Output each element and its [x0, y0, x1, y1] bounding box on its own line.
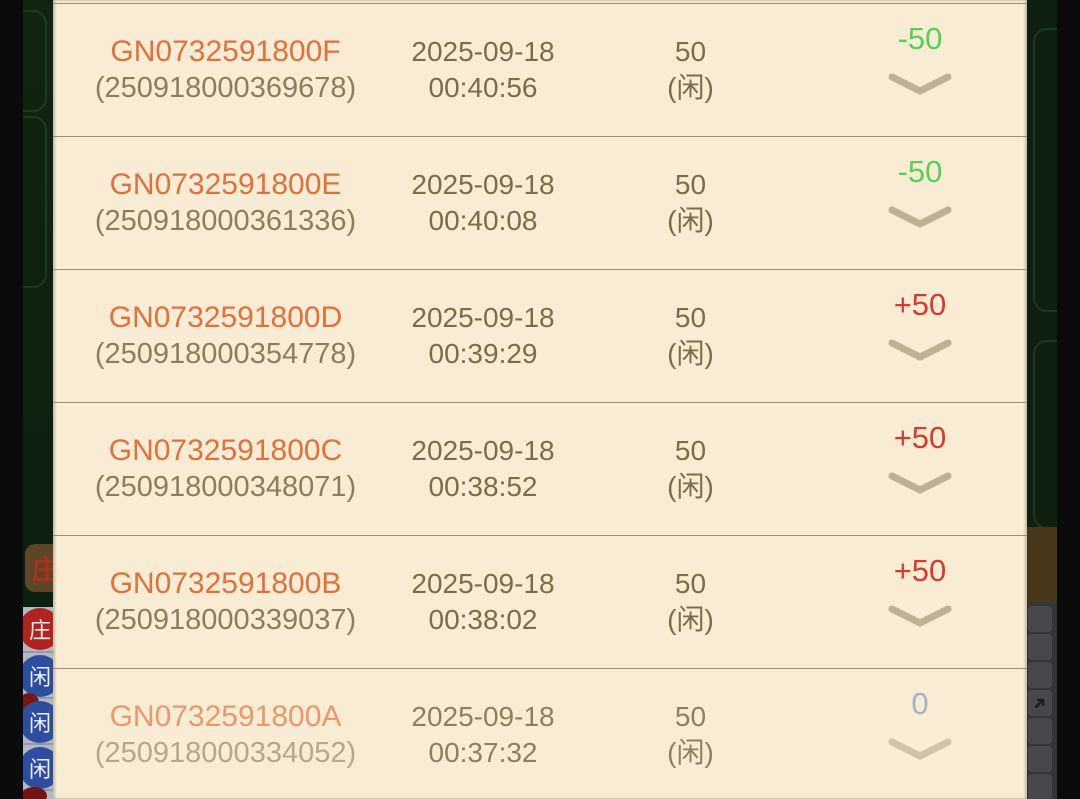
- stake-side: (闲): [667, 604, 714, 635]
- profit-value: -50: [897, 21, 943, 56]
- chevron-down-icon[interactable]: [887, 338, 953, 362]
- bet-date: 2025-09-18: [411, 568, 555, 599]
- bet-record-row: GN0732591800E (250918000361336) 2025-09-…: [53, 136, 1027, 269]
- hidden-button-outline: [0, 10, 47, 112]
- stake-amount: 50: [674, 302, 707, 333]
- stake-side: (闲): [667, 737, 714, 768]
- bet-date: 2025-09-18: [411, 169, 555, 200]
- order-serial: (250918000334052): [94, 737, 357, 769]
- bet-time: 00:38:52: [428, 471, 538, 502]
- stake-side: (闲): [667, 72, 714, 103]
- order-serial: (250918000348071): [94, 471, 357, 503]
- chevron-down-icon[interactable]: [887, 205, 953, 229]
- game-round-id: GN0732591800E: [109, 168, 342, 201]
- order-serial: (250918000369678): [94, 72, 357, 104]
- result-dot: [21, 787, 47, 799]
- order-serial: (250918000339037): [94, 604, 357, 636]
- bet-record-row: GN0732591800F (250918000369678) 2025-09-…: [53, 3, 1027, 136]
- stake-amount: 50: [674, 36, 707, 67]
- hidden-button-outline: [0, 116, 47, 288]
- stake-side: (闲): [667, 338, 714, 369]
- bet-record-row: GN0732591800C (250918000348071) 2025-09-…: [53, 402, 1027, 535]
- left-game-edge: 庄 庄 闲 闲 闲: [0, 0, 65, 799]
- game-round-id: GN0732591800D: [108, 301, 343, 334]
- bet-record-row: GN0732591800D (250918000354778) 2025-09-…: [53, 269, 1027, 402]
- game-round-id: GN0732591800A: [109, 700, 342, 733]
- chevron-down-icon[interactable]: [887, 471, 953, 495]
- bet-history-panel: GN0732591800F (250918000369678) 2025-09-…: [53, 0, 1027, 799]
- profit-value: 0: [911, 686, 929, 721]
- left-bezel: [0, 0, 23, 799]
- bead-road-column: 庄 闲 闲 闲: [19, 607, 61, 799]
- profit-value: +50: [893, 420, 947, 455]
- stake-amount: 50: [674, 435, 707, 466]
- stake-side: (闲): [667, 471, 714, 502]
- stake-side: (闲): [667, 205, 714, 236]
- bet-date: 2025-09-18: [411, 36, 555, 67]
- bet-record-row: GN0732591800A (250918000334052) 2025-09-…: [53, 668, 1027, 799]
- profit-value: -50: [897, 154, 943, 189]
- bet-time: 00:40:56: [428, 72, 538, 103]
- jump-arrow-icon: [1028, 690, 1052, 716]
- stake-amount: 50: [674, 701, 707, 732]
- profit-value: +50: [893, 287, 947, 322]
- hidden-button-outline: [1033, 28, 1080, 312]
- chevron-down-icon[interactable]: [887, 737, 953, 761]
- bet-time: 00:38:02: [428, 604, 538, 635]
- bet-record-row: GN0732591800B (250918000339037) 2025-09-…: [53, 535, 1027, 668]
- bet-date: 2025-09-18: [411, 701, 555, 732]
- game-round-id: GN0732591800C: [108, 434, 343, 467]
- stake-amount: 50: [674, 169, 707, 200]
- order-serial: (250918000354778): [94, 338, 357, 370]
- game-round-id: GN0732591800F: [110, 35, 341, 68]
- right-bezel: [1057, 0, 1080, 799]
- bet-date: 2025-09-18: [411, 302, 555, 333]
- order-serial: (250918000361336): [94, 205, 357, 237]
- chevron-down-icon[interactable]: [887, 72, 953, 96]
- bet-time: 00:40:08: [428, 205, 538, 236]
- bet-time: 00:39:29: [428, 338, 538, 369]
- chevron-down-icon[interactable]: [887, 604, 953, 628]
- right-game-edge: [1027, 0, 1080, 799]
- profit-value: +50: [893, 553, 947, 588]
- bet-date: 2025-09-18: [411, 435, 555, 466]
- table-edge: [1027, 527, 1057, 604]
- game-round-id: GN0732591800B: [109, 567, 342, 600]
- bet-time: 00:37:32: [428, 737, 538, 768]
- scoreboard-grid-edge: [1027, 602, 1057, 799]
- stake-amount: 50: [674, 568, 707, 599]
